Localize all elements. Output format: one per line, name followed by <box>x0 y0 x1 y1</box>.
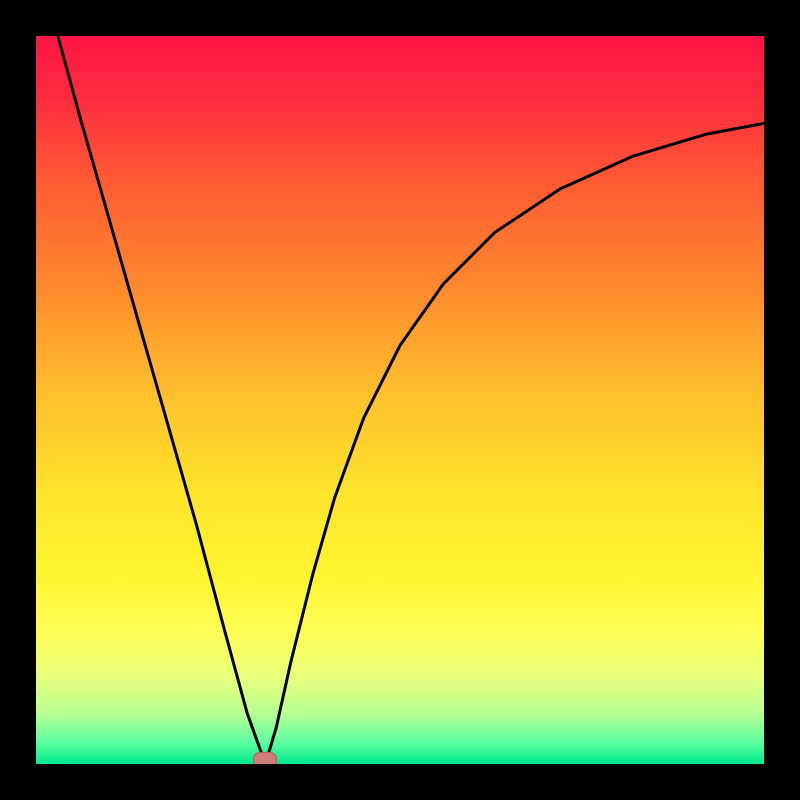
bottleneck-curve <box>36 36 764 764</box>
plot-area <box>36 36 764 764</box>
chart-frame: TheBottleneck.com <box>0 0 800 800</box>
minimum-marker-icon <box>253 752 277 764</box>
curve-path <box>58 36 764 764</box>
